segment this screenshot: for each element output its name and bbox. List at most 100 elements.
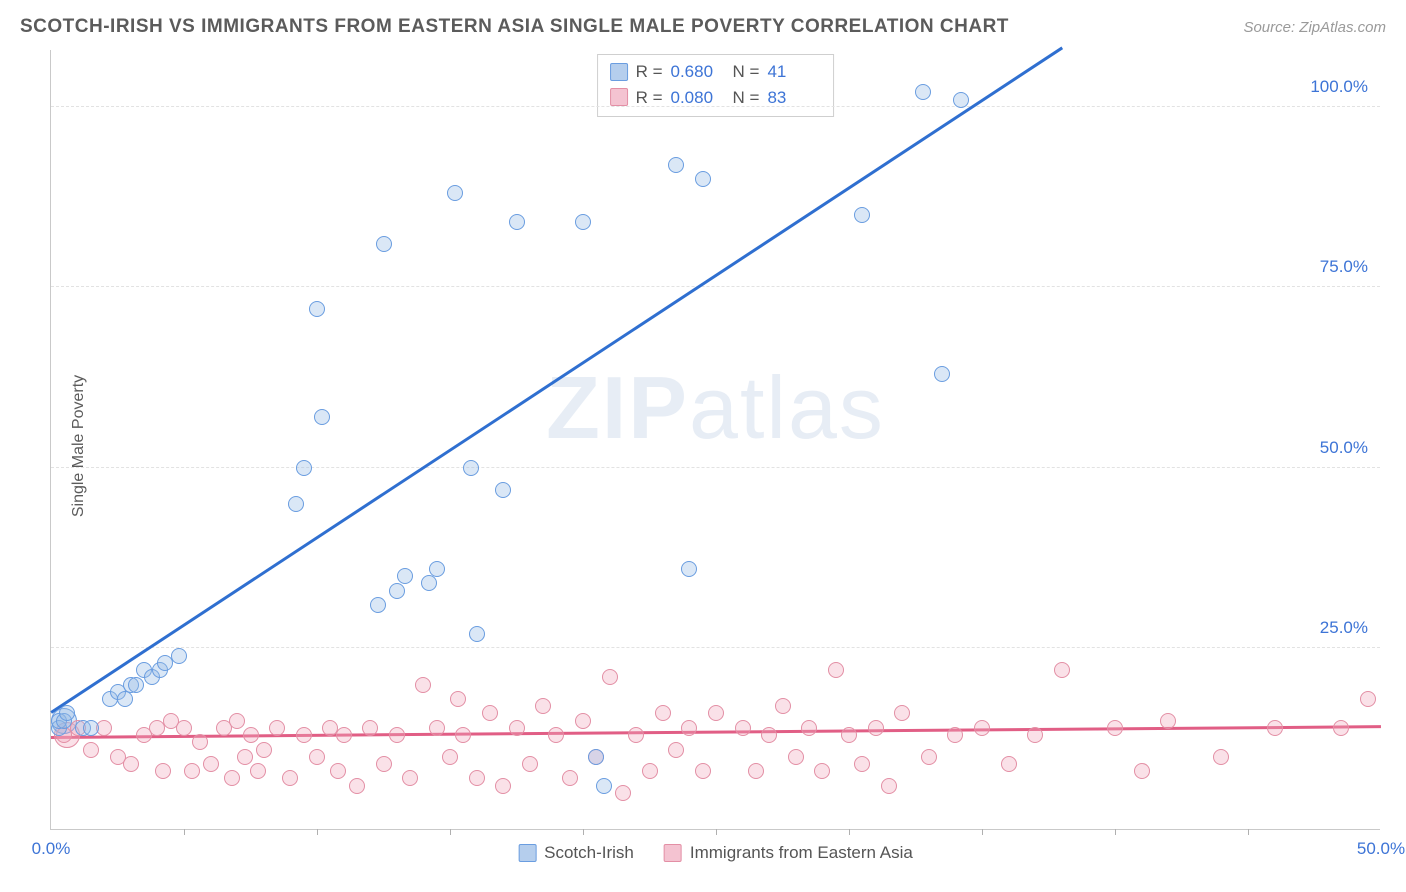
data-point-series-b [1054, 662, 1070, 678]
watermark-light: atlas [689, 358, 885, 457]
legend-label-a: Scotch-Irish [544, 843, 634, 863]
data-point-series-b [83, 742, 99, 758]
y-tick-label: 25.0% [1320, 618, 1368, 638]
data-point-series-a [915, 84, 931, 100]
data-point-series-b [562, 770, 578, 786]
data-point-series-b [229, 713, 245, 729]
data-point-series-b [841, 727, 857, 743]
legend-item-a: Scotch-Irish [518, 843, 634, 863]
legend-item-b: Immigrants from Eastern Asia [664, 843, 913, 863]
scatter-plot-area: ZIPatlas R = 0.680 N = 41 R = 0.080 N = … [50, 50, 1380, 830]
data-point-series-b [455, 727, 471, 743]
legend-swatch-b [664, 844, 682, 862]
y-tick-label: 100.0% [1310, 77, 1368, 97]
gridline-h [51, 286, 1380, 287]
data-point-series-b [974, 720, 990, 736]
data-point-series-b [535, 698, 551, 714]
x-tick-mark [583, 829, 584, 835]
data-point-series-b [668, 742, 684, 758]
data-point-series-a [376, 236, 392, 252]
stats-row-series-a: R = 0.680 N = 41 [610, 59, 822, 85]
data-point-series-b [495, 778, 511, 794]
x-tick-mark [716, 829, 717, 835]
data-point-series-a [681, 561, 697, 577]
data-point-series-b [615, 785, 631, 801]
data-point-series-b [429, 720, 445, 736]
legend-swatch-a [518, 844, 536, 862]
data-point-series-a [59, 705, 75, 721]
data-point-series-b [788, 749, 804, 765]
data-point-series-b [1134, 763, 1150, 779]
data-point-series-b [828, 662, 844, 678]
x-tick-mark [1248, 829, 1249, 835]
data-point-series-b [330, 763, 346, 779]
data-point-series-a [934, 366, 950, 382]
data-point-series-b [708, 705, 724, 721]
x-tick-label: 0.0% [32, 839, 71, 859]
data-point-series-b [442, 749, 458, 765]
legend-label-b: Immigrants from Eastern Asia [690, 843, 913, 863]
gridline-h [51, 106, 1380, 107]
gridline-h [51, 647, 1380, 648]
data-point-series-a [463, 460, 479, 476]
data-point-series-b [1107, 720, 1123, 736]
data-point-series-b [814, 763, 830, 779]
stats-n-label: N = [733, 59, 760, 85]
data-point-series-a [296, 460, 312, 476]
data-point-series-a [370, 597, 386, 613]
data-point-series-b [761, 727, 777, 743]
data-point-series-a [596, 778, 612, 794]
chart-title: SCOTCH-IRISH VS IMMIGRANTS FROM EASTERN … [20, 16, 1009, 38]
x-tick-mark [184, 829, 185, 835]
data-point-series-b [681, 720, 697, 736]
data-point-series-b [575, 713, 591, 729]
data-point-series-b [894, 705, 910, 721]
data-point-series-b [655, 705, 671, 721]
y-tick-label: 50.0% [1320, 438, 1368, 458]
data-point-series-a [447, 185, 463, 201]
data-point-series-a [469, 626, 485, 642]
gridline-h [51, 467, 1380, 468]
data-point-series-b [775, 698, 791, 714]
data-point-series-b [203, 756, 219, 772]
stats-r-label: R = [636, 59, 663, 85]
data-point-series-b [362, 720, 378, 736]
data-point-series-b [224, 770, 240, 786]
watermark: ZIPatlas [546, 357, 885, 459]
data-point-series-b [1027, 727, 1043, 743]
data-point-series-a [171, 648, 187, 664]
data-point-series-a [695, 171, 711, 187]
data-point-series-b [1333, 720, 1349, 736]
data-point-series-b [854, 756, 870, 772]
data-point-series-b [256, 742, 272, 758]
stats-r-value-a: 0.680 [671, 59, 725, 85]
data-point-series-b [309, 749, 325, 765]
data-point-series-b [415, 677, 431, 693]
x-tick-mark [450, 829, 451, 835]
data-point-series-b [269, 720, 285, 736]
data-point-series-b [155, 763, 171, 779]
data-point-series-a [117, 691, 133, 707]
data-point-series-b [1213, 749, 1229, 765]
data-point-series-b [450, 691, 466, 707]
data-point-series-a [128, 677, 144, 693]
data-point-series-b [1160, 713, 1176, 729]
data-point-series-b [548, 727, 564, 743]
data-point-series-b [602, 669, 618, 685]
data-point-series-b [376, 756, 392, 772]
data-point-series-a [83, 720, 99, 736]
data-point-series-b [349, 778, 365, 794]
data-point-series-b [695, 763, 711, 779]
data-point-series-a [314, 409, 330, 425]
data-point-series-b [881, 778, 897, 794]
data-point-series-a [668, 157, 684, 173]
data-point-series-b [628, 727, 644, 743]
x-tick-mark [849, 829, 850, 835]
data-point-series-b [176, 720, 192, 736]
data-point-series-b [336, 727, 352, 743]
x-tick-mark [1115, 829, 1116, 835]
data-point-series-a [953, 92, 969, 108]
data-point-series-a [429, 561, 445, 577]
correlation-stats-box: R = 0.680 N = 41 R = 0.080 N = 83 [597, 54, 835, 117]
data-point-series-b [921, 749, 937, 765]
